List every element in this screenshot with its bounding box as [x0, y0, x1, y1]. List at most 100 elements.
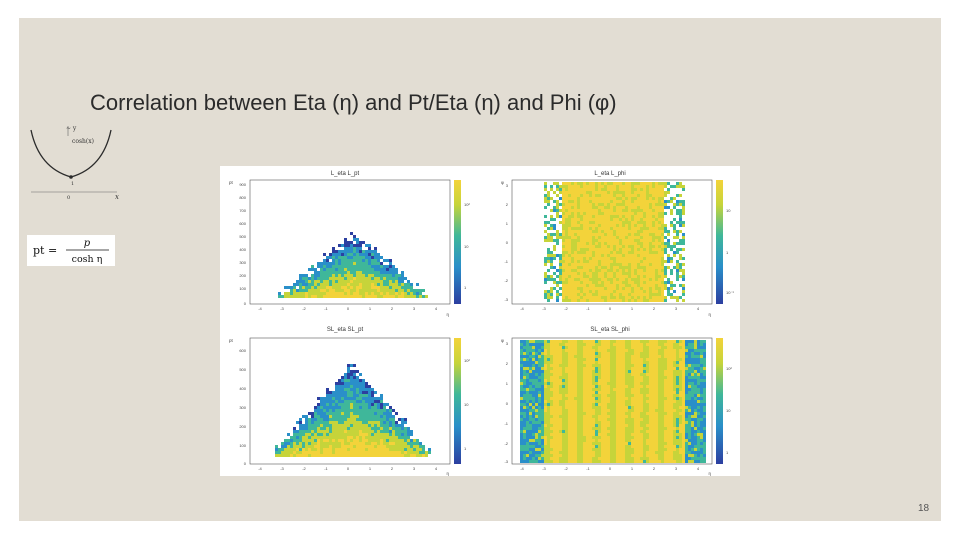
heatmap-cell	[583, 281, 586, 284]
heatmap-cell	[628, 254, 631, 257]
heatmap-cell	[661, 409, 664, 412]
heatmap-cell	[547, 227, 550, 230]
heatmap-cell	[613, 418, 616, 421]
heatmap-cell	[284, 448, 287, 451]
heatmap-cell	[616, 349, 619, 352]
heatmap-cell	[311, 292, 314, 295]
heatmap-cell	[577, 230, 580, 233]
heatmap-cell	[655, 272, 658, 275]
heatmap-cell	[565, 218, 568, 221]
heatmap-cell	[658, 427, 661, 430]
heatmap-cell	[613, 406, 616, 409]
heatmap-cell	[526, 349, 529, 352]
heatmap-cell	[529, 352, 532, 355]
heatmap-cell	[664, 269, 667, 272]
heatmap-cell	[679, 376, 682, 379]
heatmap-cell	[649, 197, 652, 200]
heatmap-cell	[326, 430, 329, 433]
heatmap-cell	[580, 421, 583, 424]
heatmap-cell	[652, 296, 655, 299]
heatmap-cell	[559, 221, 562, 224]
heatmap-cell	[700, 406, 703, 409]
heatmap-cell	[604, 185, 607, 188]
y-tick: 500	[239, 234, 246, 239]
heatmap-cell	[335, 397, 338, 400]
heatmap-cell	[344, 382, 347, 385]
heatmap-cell	[643, 260, 646, 263]
heatmap-cell	[571, 412, 574, 415]
heatmap-cell	[577, 361, 580, 364]
heatmap-cell	[613, 343, 616, 346]
heatmap-cell	[652, 352, 655, 355]
heatmap-cell	[592, 272, 595, 275]
heatmap-cell	[610, 263, 613, 266]
heatmap-cell	[392, 451, 395, 454]
heatmap-cell	[589, 412, 592, 415]
heatmap-cell	[299, 430, 302, 433]
heatmap-cell	[317, 412, 320, 415]
heatmap-cell	[655, 251, 658, 254]
heatmap-cell	[580, 209, 583, 212]
heatmap-cell	[625, 370, 628, 373]
heatmap-cell	[610, 197, 613, 200]
heatmap-cell	[592, 236, 595, 239]
heatmap-cell	[658, 242, 661, 245]
heatmap-cell	[553, 233, 556, 236]
heatmap-cell	[679, 394, 682, 397]
heatmap-cell	[664, 242, 667, 245]
heatmap-cell	[574, 415, 577, 418]
heatmap-cell	[700, 388, 703, 391]
heatmap-cell	[667, 421, 670, 424]
heatmap-cell	[559, 260, 562, 263]
heatmap-cell	[667, 376, 670, 379]
heatmap-cell	[613, 284, 616, 287]
heatmap-cell	[619, 364, 622, 367]
heatmap-cell	[595, 385, 598, 388]
heatmap-cell	[383, 412, 386, 415]
heatmap-cell	[317, 289, 320, 292]
heatmap-cell	[640, 215, 643, 218]
heatmap-cell	[607, 343, 610, 346]
heatmap-cell	[365, 385, 368, 388]
heatmap-cell	[610, 245, 613, 248]
heatmap-cell	[323, 397, 326, 400]
heatmap-cell	[380, 280, 383, 283]
heatmap-cell	[586, 185, 589, 188]
plot-sl-eta-phi: SL_eta SL_phi 3 2 1 0 -1 -2 -3 -4 -3 -2 …	[501, 327, 732, 476]
heatmap-cell	[392, 289, 395, 292]
heatmap-cell	[365, 271, 368, 274]
heatmap-cell	[676, 200, 679, 203]
heatmap-cell	[652, 254, 655, 257]
heatmap-cell	[425, 454, 428, 457]
heatmap-cell	[643, 340, 646, 343]
heatmap-cell	[625, 361, 628, 364]
heatmap-cell	[275, 445, 278, 448]
heatmap-cell	[619, 194, 622, 197]
heatmap-cell	[622, 209, 625, 212]
heatmap-cell	[610, 349, 613, 352]
heatmap-cell	[362, 442, 365, 445]
heatmap-cell	[398, 289, 401, 292]
heatmap-cell	[553, 406, 556, 409]
heatmap-cell	[520, 412, 523, 415]
heatmap-cell	[670, 296, 673, 299]
heatmap-cell	[538, 427, 541, 430]
heatmap-cell	[368, 406, 371, 409]
heatmap-cell	[550, 236, 553, 239]
heatmap-cell	[655, 215, 658, 218]
heatmap-cell	[583, 296, 586, 299]
heatmap-cell	[556, 373, 559, 376]
heatmap-cell	[365, 274, 368, 277]
heatmap-cell	[583, 293, 586, 296]
heatmap-cell	[643, 361, 646, 364]
heatmap-cells	[275, 364, 431, 457]
heatmap-cell	[679, 215, 682, 218]
heatmap-cell	[544, 370, 547, 373]
heatmap-cell	[526, 385, 529, 388]
heatmap-cell	[622, 361, 625, 364]
heatmap-cell	[625, 239, 628, 242]
heatmap-cell	[314, 283, 317, 286]
sketch-label-y: ~ y	[66, 125, 77, 132]
x-tick: 3	[413, 306, 416, 311]
heatmap-cell	[284, 451, 287, 454]
